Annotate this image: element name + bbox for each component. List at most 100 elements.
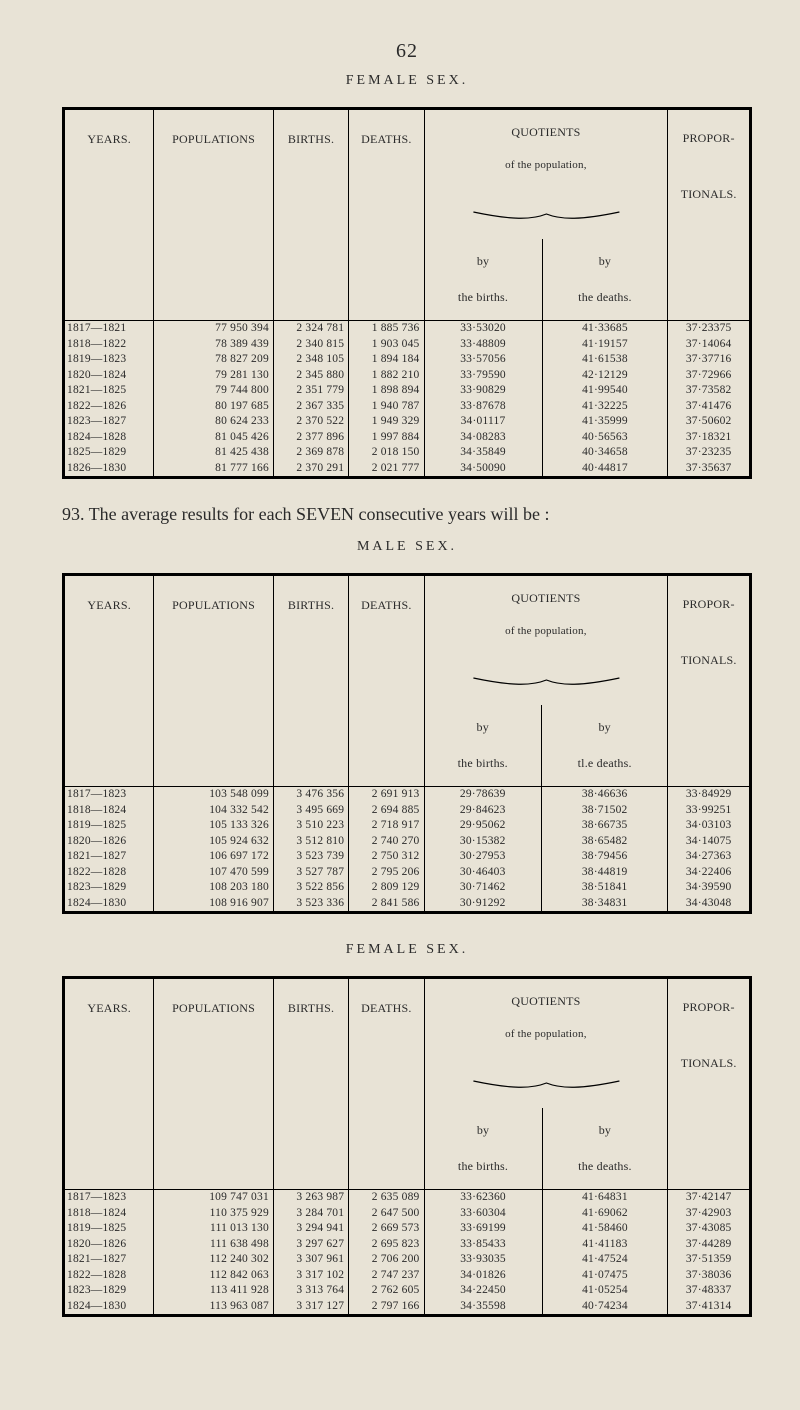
table-cell: 41·69062 — [543, 1206, 668, 1222]
table-cell: 1 885 736 — [349, 321, 423, 337]
table-cell: 2 021 777 — [349, 461, 423, 477]
table-cell: 33·93035 — [425, 1252, 542, 1268]
table-cell: 2 797 166 — [349, 1299, 423, 1315]
table-cell: 41·32225 — [543, 399, 668, 415]
table-cell: 1823—1829 — [65, 1283, 153, 1299]
hdr-populations: POPULATIONS — [154, 978, 274, 1190]
table-cell: 3 510 223 — [274, 818, 348, 834]
table-cell: 112 240 302 — [154, 1252, 273, 1268]
table-cell: 2 809 129 — [349, 880, 423, 896]
table-cell: 2 377 896 — [274, 430, 348, 446]
table-cell: 38·34831 — [542, 896, 667, 912]
table-cell: 1817—1823 — [65, 1190, 153, 1206]
table-cell: 2 762 605 — [349, 1283, 423, 1299]
table-cell: 1 882 210 — [349, 368, 423, 384]
table-cell: 2 694 885 — [349, 803, 423, 819]
table-cell: 2 691 913 — [349, 787, 423, 803]
table-cell: 1823—1827 — [65, 414, 153, 430]
hdr-quotients: QUOTIENTS of the population, — [424, 575, 668, 706]
col-q-deaths: 38·4663638·7150238·6673538·6548238·79456… — [541, 787, 667, 913]
table-cell: 78 827 209 — [154, 352, 273, 368]
table-cell: 2 018 150 — [349, 445, 423, 461]
col-years: 1817—18211818—18221819—18231820—18241821… — [64, 321, 154, 478]
table-cell: 34·27363 — [668, 849, 749, 865]
table-cell: 2 695 823 — [349, 1237, 423, 1253]
table-cell: 37·37716 — [668, 352, 749, 368]
table-cell: 37·73582 — [668, 383, 749, 399]
table-cell: 1820—1826 — [65, 834, 153, 850]
table-cell: 1821—1825 — [65, 383, 153, 399]
table-cell: 41·33685 — [543, 321, 668, 337]
table-cell: 38·65482 — [542, 834, 667, 850]
col-q-births: 33·5302033·4880933·5705633·7959033·90829… — [424, 321, 542, 478]
table-cell: 2 635 089 — [349, 1190, 423, 1206]
table-cell: 34·08283 — [425, 430, 542, 446]
page-number: 62 — [62, 40, 752, 63]
table-cell: 41·47524 — [543, 1252, 668, 1268]
table-cell: 1821—1827 — [65, 1252, 153, 1268]
table-cell: 1819—1823 — [65, 352, 153, 368]
table-cell: 3 512 810 — [274, 834, 348, 850]
table-cell: 1820—1826 — [65, 1237, 153, 1253]
table-cell: 41·05254 — [543, 1283, 668, 1299]
table-cell: 2 340 815 — [274, 337, 348, 353]
table-cell: 29·78639 — [425, 787, 541, 803]
table-cell: 34·03103 — [668, 818, 749, 834]
table-cell: 40·34658 — [543, 445, 668, 461]
table-cell: 2 750 312 — [349, 849, 423, 865]
table-cell: 1822—1828 — [65, 865, 153, 881]
table-cell: 3 495 669 — [274, 803, 348, 819]
table-cell: 80 197 685 — [154, 399, 273, 415]
brace-icon — [435, 210, 658, 220]
table-cell: 1820—1824 — [65, 368, 153, 384]
table-cell: 37·42903 — [668, 1206, 749, 1222]
table-cell: 1825—1829 — [65, 445, 153, 461]
table-cell: 41·41183 — [543, 1237, 668, 1253]
table-cell: 108 203 180 — [154, 880, 273, 896]
section-title-female-2: FEMALE SEX. — [62, 942, 752, 958]
table-cell: 3 523 336 — [274, 896, 348, 912]
col-populations: 77 950 39478 389 43978 827 20979 281 130… — [154, 321, 274, 478]
table-cell: 37·23375 — [668, 321, 749, 337]
table-cell: 2 324 781 — [274, 321, 348, 337]
table-cell: 40·44817 — [543, 461, 668, 477]
hdr-q-births: by the births. — [424, 1108, 542, 1190]
hdr-propor: PROPOR- TIONALS. — [668, 978, 751, 1190]
table-cell: 113 963 087 — [154, 1299, 273, 1315]
table-cell: 1824—1828 — [65, 430, 153, 446]
table-cell: 1817—1821 — [65, 321, 153, 337]
hdr-q-deaths: by the deaths. — [542, 239, 668, 321]
table-cell: 33·99251 — [668, 803, 749, 819]
table-cell: 79 281 130 — [154, 368, 273, 384]
table-cell: 30·27953 — [425, 849, 541, 865]
section-title-male: MALE SEX. — [62, 539, 752, 555]
brace-icon — [435, 1079, 658, 1089]
table-cell: 81 777 166 — [154, 461, 273, 477]
table-cell: 108 916 907 — [154, 896, 273, 912]
table-cell: 34·22406 — [668, 865, 749, 881]
table-cell: 107 470 599 — [154, 865, 273, 881]
table-cell: 38·46636 — [542, 787, 667, 803]
col-populations: 103 548 099104 332 542105 133 326105 924… — [154, 787, 274, 913]
table-cell: 29·95062 — [425, 818, 541, 834]
table-cell: 2 841 586 — [349, 896, 423, 912]
table-cell: 37·38036 — [668, 1268, 749, 1284]
hdr-quotients: QUOTIENTS of the population, — [424, 109, 668, 240]
table-cell: 41·99540 — [543, 383, 668, 399]
table-cell: 1824—1830 — [65, 1299, 153, 1315]
hdr-deaths: DEATHS. — [349, 978, 424, 1190]
table-cell: 2 747 237 — [349, 1268, 423, 1284]
hdr-q-births: by the births. — [424, 239, 542, 321]
table-cell: 1821—1827 — [65, 849, 153, 865]
col-deaths: 2 691 9132 694 8852 718 9172 740 2702 75… — [349, 787, 424, 913]
hdr-populations: POPULATIONS — [154, 109, 274, 321]
table-cell: 2 706 200 — [349, 1252, 423, 1268]
table-cell: 41·19157 — [543, 337, 668, 353]
col-propor: 37·4214737·4290337·4308537·4428937·51359… — [668, 1190, 751, 1316]
hdr-q-deaths: by tl.e deaths. — [541, 705, 667, 787]
table-cell: 80 624 233 — [154, 414, 273, 430]
table-cell: 110 375 929 — [154, 1206, 273, 1222]
col-q-births: 29·7863929·8462329·9506230·1538230·27953… — [424, 787, 541, 913]
table-2: YEARS. POPULATIONS BIRTHS. DEATHS. QUOTI… — [62, 573, 752, 914]
table-cell: 37·18321 — [668, 430, 749, 446]
